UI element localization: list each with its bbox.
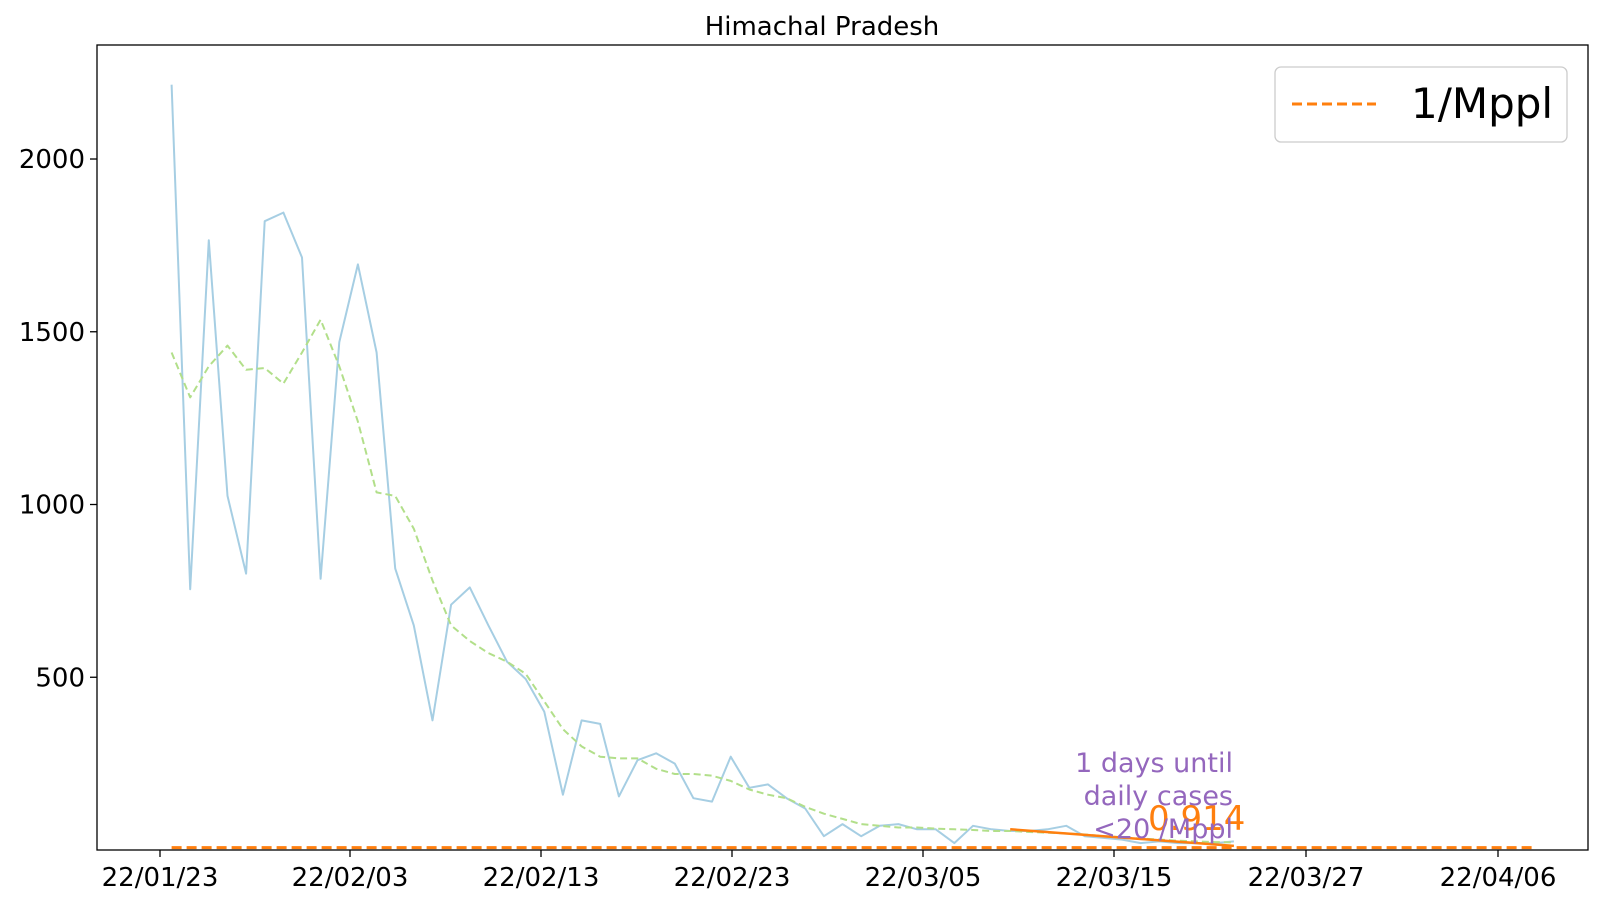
chart-title: Himachal Pradesh <box>705 12 940 42</box>
decay-rate-label: 0.914 <box>1148 799 1245 839</box>
y-tick-label: 1500 <box>19 318 85 348</box>
x-tick-label: 22/01/23 <box>102 863 219 893</box>
x-tick-label: 22/03/15 <box>1056 863 1173 893</box>
days-until-label-line: <20 /Mppl <box>1093 814 1233 845</box>
y-tick-label: 1000 <box>19 491 85 521</box>
x-tick-label: 22/02/03 <box>292 863 409 893</box>
days-until-label-line: 1 days until <box>1075 748 1233 779</box>
y-tick-label: 500 <box>35 663 85 693</box>
x-tick-label: 22/03/05 <box>865 863 982 893</box>
x-tick-label: 22/04/06 <box>1440 863 1557 893</box>
y-axis: 500 1000 1500 2000 <box>19 145 97 693</box>
x-axis: 22/01/23 22/02/03 22/02/13 22/02/23 22/03/05… <box>102 850 1557 893</box>
series-line-daily <box>170 84 1234 845</box>
legend: 1/Mppl <box>1274 66 1568 143</box>
x-tick-label: 22/02/23 <box>674 863 791 893</box>
y-tick-label: 2000 <box>19 145 85 175</box>
x-tick-label: 22/02/13 <box>483 863 600 893</box>
plot-area <box>170 84 1533 850</box>
legend-label-1mppl: 1/Mppl <box>1411 79 1553 128</box>
plot-frame <box>96 44 1589 851</box>
days-until-label-line: daily cases <box>1084 781 1233 812</box>
legend-box <box>1274 66 1568 143</box>
x-tick-label: 22/03/27 <box>1248 863 1365 893</box>
series-line-projection <box>1010 828 1234 848</box>
